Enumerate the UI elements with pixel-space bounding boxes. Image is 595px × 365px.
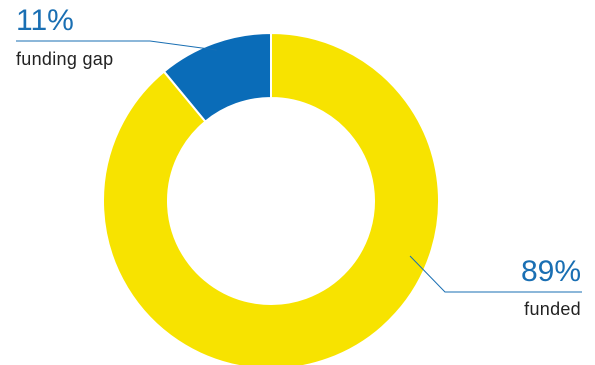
funding-gap-percent: 11%	[16, 4, 74, 37]
funding-gap-leader-line	[16, 40, 217, 51]
funded-percent: 89%	[520, 255, 581, 288]
donut-slice-funded	[102, 31, 440, 365]
funded-label: funded	[524, 299, 581, 319]
funded-leader-line	[409, 255, 582, 293]
funding-gap-label: funding gap	[16, 49, 114, 69]
